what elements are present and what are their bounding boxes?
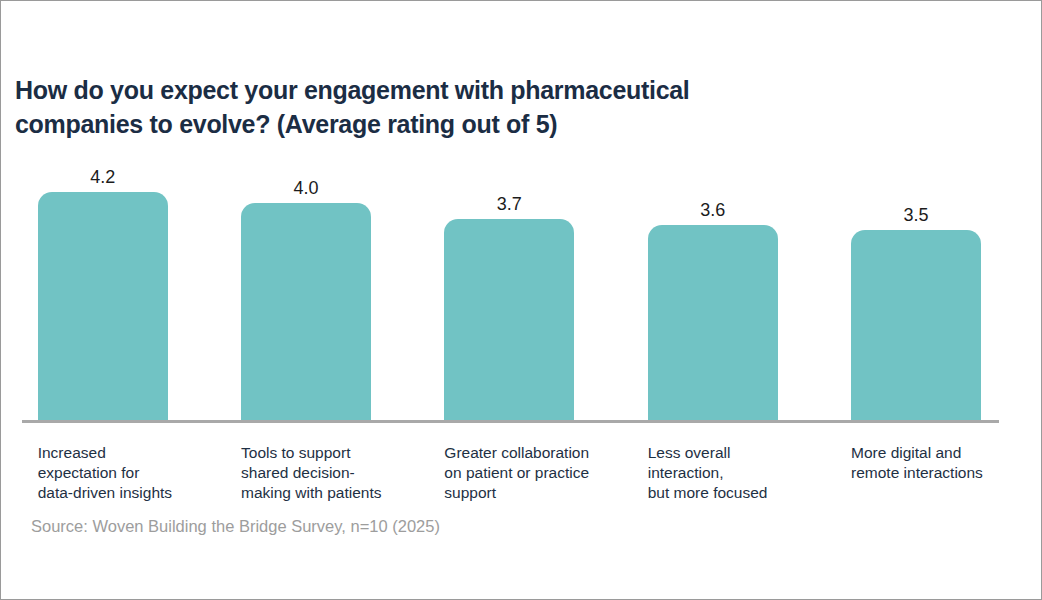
category-label: Greater collaboration on patient or prac… — [444, 443, 649, 503]
bar-column: 4.0 — [241, 1, 371, 421]
bar-value-label: 4.0 — [241, 178, 371, 199]
bar-column: 3.7 — [444, 1, 574, 421]
bar-column: 3.6 — [648, 1, 778, 421]
bar — [648, 225, 778, 421]
bar-column: 4.2 — [38, 1, 168, 421]
x-axis-line — [22, 420, 999, 423]
bar-column: 3.5 — [851, 1, 981, 421]
bar-value-label: 3.6 — [648, 200, 778, 221]
source-note: Source: Woven Building the Bridge Survey… — [31, 517, 440, 536]
bar-value-label: 3.7 — [444, 194, 574, 215]
category-label: Tools to support shared decision- making… — [241, 443, 446, 503]
category-label: More digital and remote interactions — [851, 443, 1042, 483]
bar-chart: 4.2 4.0 3.7 3.6 3.5 Increased expectation fo… — [1, 1, 1042, 600]
bar-value-label: 3.5 — [851, 205, 981, 226]
bar-value-label: 4.2 — [38, 167, 168, 188]
bar — [851, 230, 981, 421]
bar — [241, 203, 371, 421]
category-label: Increased expectation for data-driven in… — [38, 443, 243, 503]
category-label: Less overall interaction, but more focus… — [648, 443, 853, 503]
bar — [38, 192, 168, 421]
bar — [444, 219, 574, 421]
chart-frame: How do you expect your engagement with p… — [0, 0, 1042, 600]
